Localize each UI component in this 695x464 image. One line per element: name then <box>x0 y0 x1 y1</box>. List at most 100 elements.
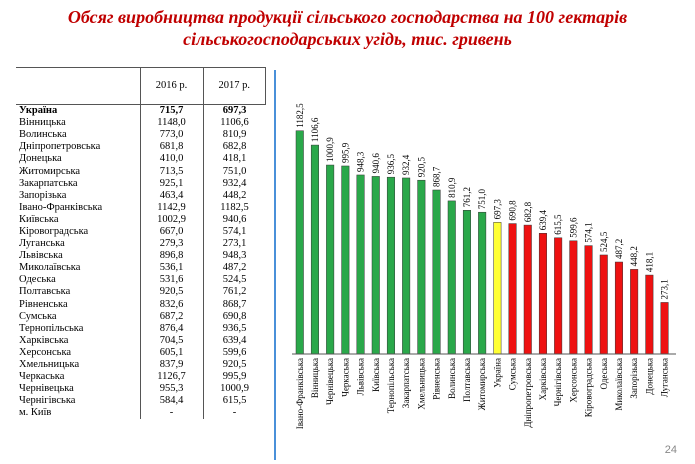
table-cell-2016: 896,8 <box>139 250 203 263</box>
category-label: Сумська <box>508 358 518 390</box>
table-cell-region: Луганська <box>19 238 65 250</box>
table-cell-2016: 832,6 <box>139 298 203 311</box>
bar <box>341 165 350 355</box>
table-row: Волинська 773,0 810,9 <box>16 129 266 142</box>
bar-chart: 1182,5 Івано-Франківська 1106,6 Вінницька 10… <box>292 103 676 429</box>
table-cell-region: Тернопільська <box>19 322 84 334</box>
table-cell-2016: 410,0 <box>139 153 203 166</box>
table-cell-2017: 761,2 <box>202 286 266 299</box>
bar <box>660 302 669 355</box>
table-cell-2016: - <box>139 407 203 420</box>
table-cell-2016: 1148,0 <box>139 117 203 130</box>
bar-value-label: 761,2 <box>462 187 472 207</box>
table-cell-region: Донецька <box>19 153 62 165</box>
bar <box>599 254 608 355</box>
table-cell-2017: 932,4 <box>202 177 266 190</box>
bar-value-label: 936,5 <box>386 153 396 174</box>
category-label: Україна <box>492 358 502 388</box>
table-cell-2017: 948,3 <box>202 250 266 263</box>
table-row: Запорізька 463,4 448,2 <box>16 189 266 202</box>
table-cell-2017: 524,5 <box>202 274 266 287</box>
bar <box>462 210 471 355</box>
bar-value-label: 682,8 <box>523 201 533 222</box>
bar <box>326 164 335 355</box>
bar-value-label: 273,1 <box>660 279 670 299</box>
bar-value-label: 868,7 <box>432 166 442 187</box>
bar-value-label: 920,5 <box>416 156 426 177</box>
table-body: Україна 715,7 697,3 Вінницька 1148,0 1106,6 Во… <box>16 104 266 420</box>
bar-value-label: 418,1 <box>644 252 654 272</box>
bar-value-label: 574,1 <box>584 222 594 242</box>
bar <box>569 240 578 355</box>
category-label: Одеська <box>599 358 609 390</box>
table-cell-2017: 448,2 <box>202 189 266 202</box>
table-cell-2017: 1182,5 <box>202 201 266 214</box>
bar <box>310 144 319 355</box>
category-label: Херсонська <box>568 358 578 403</box>
table-cell-2017: 810,9 <box>202 129 266 142</box>
table-cell-2017: 1000,9 <box>202 383 266 396</box>
table-row: Миколаївська 536,1 487,2 <box>16 262 266 275</box>
table-cell-region: Львівська <box>19 250 63 262</box>
table-header-2016: 2016 р. <box>139 67 204 105</box>
table-row: Полтавська 920,5 761,2 <box>16 286 266 299</box>
bar-value-label: 448,2 <box>629 246 639 266</box>
table-cell-2016: 667,0 <box>139 225 203 239</box>
table-cell-region: м. Київ <box>19 407 52 419</box>
table-row: Закарпатська 925,1 932,4 <box>16 177 266 190</box>
bar-value-label: 1106,6 <box>310 117 320 142</box>
table-cell-2017: 920,5 <box>202 358 266 372</box>
category-label: Чернігівська <box>553 358 563 406</box>
bar <box>584 245 593 355</box>
table-cell-region: Вінницька <box>19 117 66 129</box>
bar-value-label: 615,5 <box>553 214 563 235</box>
category-label: Закарпатська <box>401 358 411 408</box>
table-cell-region: Волинська <box>19 129 67 141</box>
bar <box>614 261 623 355</box>
bar-value-label: 940,6 <box>371 153 381 174</box>
category-label: Запорізька <box>629 358 639 399</box>
bar-value-label: 599,6 <box>568 217 578 238</box>
bar <box>523 224 532 355</box>
table-row: Чернігівська 584,4 615,5 <box>16 395 266 408</box>
table-cell-2016: 1002,9 <box>139 213 203 226</box>
table-cell-2016: 687,2 <box>139 310 203 323</box>
table-cell-region: Дніпропетровська <box>19 141 101 153</box>
category-label: Вінницька <box>310 358 320 398</box>
table-cell-region: Івано-Франківська <box>19 201 103 213</box>
table-row: Черкаська 1126,7 995,9 <box>16 371 266 384</box>
table-cell-region: Харківська <box>19 334 69 346</box>
bar <box>645 274 654 355</box>
bar <box>386 176 395 355</box>
bar <box>538 233 547 355</box>
bar <box>447 200 456 355</box>
table-row: Україна 715,7 697,3 <box>16 104 266 118</box>
table-cell-2016: 955,3 <box>139 383 203 396</box>
table-row: Вінницька 1148,0 1106,6 <box>16 117 266 130</box>
category-label: Івано-Франківська <box>295 358 305 429</box>
category-label: Харківська <box>538 358 548 400</box>
table-cell-2016: 605,1 <box>139 346 203 359</box>
table-cell-2016: 837,9 <box>139 358 203 372</box>
table-cell-2016: 713,5 <box>139 165 203 178</box>
bar-value-label: 751,0 <box>477 188 487 209</box>
table-cell-2016: 1142,9 <box>139 201 203 214</box>
bar <box>402 177 411 355</box>
bar <box>371 176 380 355</box>
table-cell-2017: 1106,6 <box>202 117 266 130</box>
chart-title-line-1: Обсяг виробництва продукції сільського г… <box>67 7 628 27</box>
bar-value-label: 487,2 <box>614 239 624 259</box>
bar <box>417 179 426 355</box>
table-row: Івано-Франківська 1142,9 1182,5 <box>16 201 266 214</box>
table-cell-region: Миколаївська <box>19 262 81 274</box>
category-label: Київська <box>371 358 381 392</box>
table-cell-2016: 1126,7 <box>139 371 203 384</box>
category-label: Дніпропетровська <box>523 358 533 428</box>
bar-value-label: 1000,9 <box>325 137 335 162</box>
category-label: Черкаська <box>340 358 350 397</box>
table-cell-2016: 876,4 <box>139 322 203 335</box>
table-cell-2017: 487,2 <box>202 262 266 275</box>
table-row: Рівненська 832,6 868,7 <box>16 298 266 311</box>
table-cell-2017: 751,0 <box>202 165 266 178</box>
table-cell-region: Житомирська <box>19 165 81 177</box>
